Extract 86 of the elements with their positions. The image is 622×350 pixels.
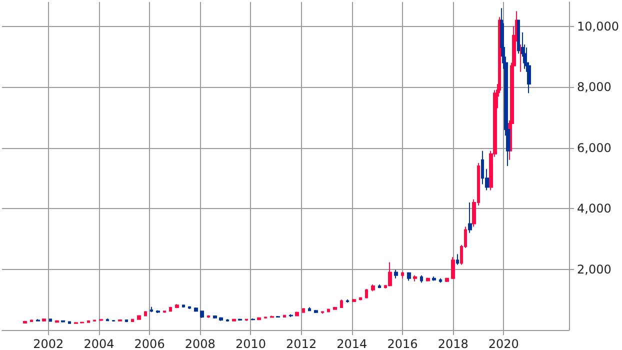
x-tick-label: 2016 [387, 337, 418, 350]
candlestick [302, 308, 305, 314]
candlestick [137, 314, 141, 320]
candlestick [150, 306, 153, 313]
candlestick [352, 298, 356, 303]
x-tick-label: 2020 [488, 337, 519, 350]
candlestick [327, 308, 330, 313]
candlestick [517, 20, 520, 54]
y-tick-label: 6,000 [577, 140, 612, 155]
candlestick [156, 310, 160, 314]
candlestick [394, 269, 398, 279]
candlestick [23, 320, 27, 324]
candlestick [106, 318, 109, 322]
candlestick [456, 254, 459, 266]
candlestick [112, 319, 115, 322]
candlestick [314, 309, 318, 314]
candlestick [80, 321, 84, 324]
candlestick [432, 276, 436, 282]
candlestick [226, 318, 229, 322]
candlestick [420, 274, 423, 284]
y-tick-label: 10,000 [577, 19, 620, 34]
y-tick-label: 4,000 [577, 202, 612, 216]
candlestick [219, 316, 223, 322]
candlestick [308, 306, 311, 312]
candlestick [295, 311, 299, 317]
candlestick [401, 271, 404, 279]
x-tick-label: 2010 [235, 337, 266, 350]
x-tick-label: 2004 [84, 337, 114, 350]
candlestick [87, 320, 90, 324]
y-tick-label: 8,000 [577, 80, 612, 94]
y-tick-label: 2,000 [577, 262, 612, 276]
candlestick [125, 319, 128, 323]
candlestick [68, 320, 71, 324]
candlestick [289, 314, 293, 318]
candlestick [207, 314, 210, 318]
candlestick [359, 296, 362, 301]
candlestick [194, 307, 198, 312]
candlestick [182, 304, 185, 308]
candlestick [519, 44, 522, 72]
candlestick [245, 318, 248, 322]
candlestick [213, 315, 217, 319]
candlestick [445, 277, 449, 283]
candlestick [270, 315, 274, 318]
candlestick [93, 319, 96, 322]
candlestick [42, 318, 46, 322]
candlestick [49, 318, 52, 322]
candlestick [283, 314, 286, 318]
candlestick [238, 318, 242, 322]
candlestick [346, 298, 349, 304]
candlestick [30, 319, 33, 322]
candlestick [407, 272, 411, 282]
candlestick [451, 256, 455, 280]
candlestick [468, 202, 472, 234]
candlestick [200, 310, 204, 318]
candlestick [264, 316, 267, 319]
candlestick [388, 262, 392, 287]
x-tick-label: 2018 [438, 337, 468, 350]
x-tick-label: 2012 [286, 337, 317, 350]
candlestick [99, 318, 103, 322]
x-tick-label: 2014 [336, 337, 368, 350]
candlestick [118, 319, 122, 322]
candlestick [163, 310, 166, 314]
candlestick [378, 284, 381, 289]
candlestick [175, 304, 179, 309]
candlestick [371, 284, 375, 292]
candlestick [340, 299, 343, 308]
x-tick-label: 2006 [134, 337, 165, 350]
candlestick [257, 316, 261, 320]
candlestick [131, 318, 134, 322]
candlestick [144, 310, 147, 317]
candlestick [74, 322, 78, 324]
candlestick [61, 320, 65, 323]
x-tick-label: 2002 [33, 337, 64, 350]
candlestick [188, 306, 191, 310]
candlestick [333, 306, 337, 310]
candlestick [365, 288, 368, 299]
candlestick [426, 277, 430, 282]
candlestick [55, 320, 59, 324]
candlestick [413, 274, 417, 282]
candlestick [321, 310, 324, 314]
candlestick [169, 306, 172, 312]
candlestick [439, 278, 442, 284]
x-tick-label: 2008 [184, 337, 216, 350]
candlestick [251, 318, 255, 321]
candlestick [232, 318, 236, 322]
candlestick [36, 318, 40, 322]
